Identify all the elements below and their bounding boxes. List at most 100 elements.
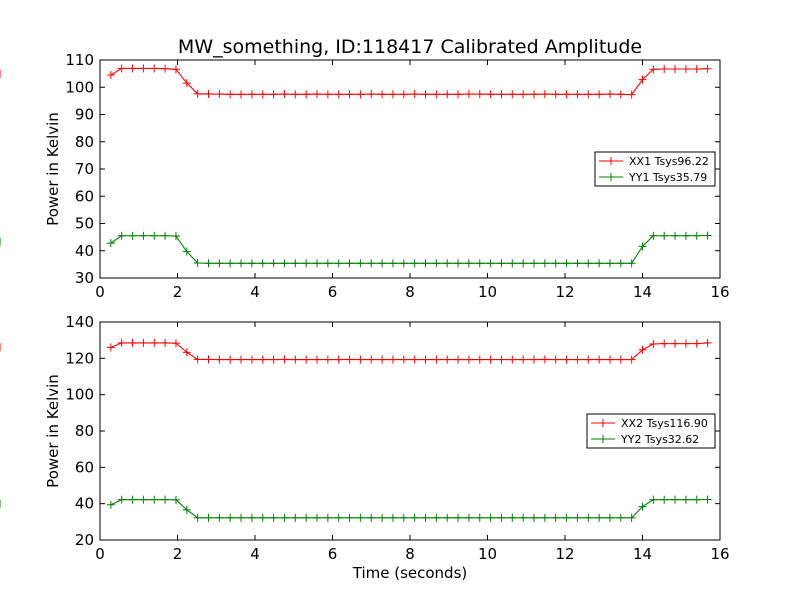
data-point-marker [313,355,321,364]
legend-entry-label: XX2 Tsys116.90 [621,417,708,430]
data-point-marker [313,259,321,268]
data-point-marker [161,338,170,347]
data-point-marker [551,513,560,522]
legend-entry-label: YY1 Tsys35.79 [628,171,707,184]
data-point-marker [497,90,506,99]
data-point-marker [421,259,430,268]
legend-box [594,151,716,187]
data-point-marker [671,339,680,348]
data-point-marker [388,513,397,522]
data-point-marker [291,355,300,364]
data-point-marker [269,513,278,522]
data-point-marker [464,90,473,99]
data-point-marker [106,500,115,509]
data-point-marker [530,90,538,99]
x-tick-label: 8 [405,545,415,563]
data-point-marker [410,259,419,268]
data-point-marker [638,502,647,511]
x-tick-label: 0 [95,545,105,563]
data-point-marker [237,513,246,522]
data-point-marker [139,338,148,347]
x-tick-label: 16 [710,545,729,563]
data-point-marker [280,355,289,364]
data-point-marker [334,259,343,268]
data-point-marker [530,355,538,364]
data-point-marker [692,231,701,240]
data-point-marker [454,355,463,364]
data-point-marker [280,259,289,268]
data-point-marker [649,339,658,348]
data-point-marker [388,355,397,364]
data-point-marker [117,338,126,347]
data-point-marker [117,495,126,504]
data-point-marker [410,90,419,99]
legend: XX2 Tsys116.90 YY2 Tsys32.62 [586,413,716,449]
data-point-marker [671,231,680,240]
data-point-marker [432,513,441,522]
y-tick-label: 40 [75,242,94,260]
data-point-marker [692,64,701,73]
y-tick-label: 100 [65,78,94,96]
data-point-marker [454,90,463,99]
data-point-marker [247,259,256,268]
data-point-marker [323,355,332,364]
data-point-marker [540,513,549,522]
y-tick-label: 70 [75,160,94,178]
x-tick-label: 16 [710,283,729,301]
data-point-marker [204,355,213,364]
data-point-marker [638,242,647,251]
data-point-marker [475,90,484,99]
data-point-marker [519,90,528,99]
data-point-marker [562,355,571,364]
data-point-marker [454,259,463,268]
data-point-marker [378,355,387,364]
data-point-marker [367,355,376,364]
data-point-marker [280,90,289,99]
data-point-marker [432,355,441,364]
data-point-marker [660,64,669,73]
data-point-marker [302,355,311,364]
data-point-marker [182,247,191,256]
legend-entry-label: YY2 Tsys32.62 [620,433,699,446]
data-point-marker [237,90,246,99]
data-point-marker [291,90,300,99]
data-point-marker [681,495,690,504]
data-point-marker [193,89,202,98]
legend-entry-label: XX1 Tsys96.22 [629,155,709,168]
data-point-marker [595,355,604,364]
data-point-marker [334,90,343,99]
data-point-marker [302,259,311,268]
data-point-marker [323,259,332,268]
data-point-marker [215,90,224,99]
data-point-marker [388,90,397,99]
data-point-marker [334,355,343,364]
data-point-marker [638,75,647,84]
data-point-marker [540,355,549,364]
x-tick-label: 2 [173,283,183,301]
data-point-marker [237,259,246,268]
data-point-marker [150,64,159,73]
data-point-marker [269,259,278,268]
data-point-marker [193,259,202,268]
data-point-marker [258,355,267,364]
data-point-marker [519,259,528,268]
data-point-marker [356,513,365,522]
data-point-marker [139,64,148,73]
y-tick-label: 60 [75,458,94,476]
data-point-marker [410,513,419,522]
data-point-marker [464,355,473,364]
data-point-marker [595,90,604,99]
data-point-marker [584,355,593,364]
data-point-marker [616,259,625,268]
data-point-marker [323,513,332,522]
data-point-marker [475,513,484,522]
data-point-marker [573,259,582,268]
x-tick-label: 0 [95,283,105,301]
data-point-marker [508,90,517,99]
data-point-marker [638,345,647,354]
y-tick-label: 140 [65,313,94,331]
data-point-marker [443,355,452,364]
data-point-marker [649,231,658,240]
data-point-marker [573,90,582,99]
data-point-marker [247,90,256,99]
